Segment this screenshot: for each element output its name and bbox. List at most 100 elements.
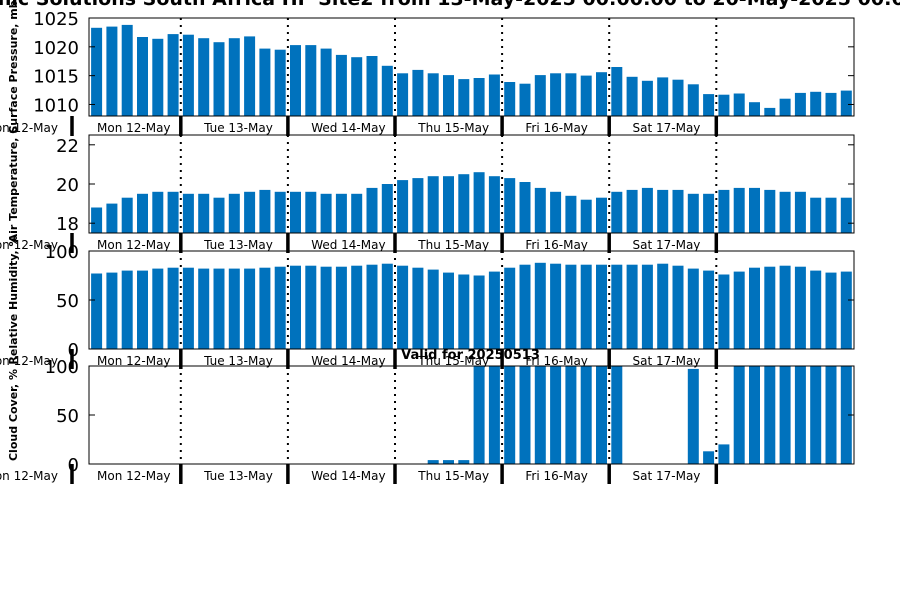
bar bbox=[504, 366, 516, 464]
x-tick-label: Fri 16-May bbox=[525, 121, 588, 135]
bar bbox=[596, 366, 607, 464]
bar bbox=[244, 36, 256, 116]
figure-title: Benthic Solutions South Africa HP Site2 … bbox=[0, 0, 900, 10]
bar bbox=[794, 366, 806, 464]
bar bbox=[274, 191, 286, 233]
y-tick-label: 1025 bbox=[33, 9, 79, 30]
bar bbox=[488, 74, 500, 116]
x-tick-label: Mon 12-May bbox=[0, 238, 58, 252]
bar bbox=[381, 263, 393, 349]
bar bbox=[412, 178, 424, 233]
bar bbox=[534, 262, 546, 349]
bar bbox=[305, 265, 317, 349]
bar bbox=[764, 189, 776, 233]
bar bbox=[565, 73, 577, 116]
bar bbox=[641, 80, 653, 116]
bar bbox=[121, 24, 133, 116]
bar bbox=[672, 265, 684, 349]
bar bbox=[473, 275, 485, 349]
bar bbox=[611, 191, 623, 233]
y-tick-label: 100 bbox=[45, 242, 79, 263]
bar bbox=[749, 366, 760, 464]
y-axis-label: Surface Pressure, mb bbox=[7, 0, 20, 133]
bar bbox=[794, 92, 806, 116]
chart-panel-1: 1010 1015 1020 1025 Mon 12-May Tue 13-May Wed … bbox=[0, 0, 855, 136]
bar bbox=[611, 366, 623, 464]
bar bbox=[473, 78, 485, 116]
bar bbox=[458, 274, 470, 349]
bar bbox=[335, 193, 347, 233]
x-tick-label: Fri 16-May bbox=[525, 469, 588, 483]
bar bbox=[794, 191, 806, 233]
bar bbox=[580, 199, 592, 233]
bar bbox=[244, 191, 256, 233]
chart-panels: 1010 1015 1020 1025 Mon 12-May Tue 13-May Wed … bbox=[0, 0, 855, 484]
panel-title: Valid for 20250513 bbox=[401, 348, 540, 363]
bar bbox=[596, 264, 607, 349]
x-tick-label: Thu 15-May bbox=[417, 238, 489, 252]
bar bbox=[320, 266, 332, 349]
bar bbox=[718, 274, 730, 349]
bar bbox=[703, 193, 715, 233]
bar bbox=[825, 272, 837, 349]
x-tick-label: Mon 12-May bbox=[0, 469, 58, 483]
axes-frame bbox=[88, 17, 855, 117]
bar bbox=[320, 48, 332, 116]
bar bbox=[458, 174, 470, 233]
bar bbox=[657, 77, 669, 116]
bar bbox=[473, 366, 485, 464]
bar bbox=[366, 264, 378, 349]
bar bbox=[137, 270, 148, 349]
x-tick-label: Mon 12-May bbox=[97, 238, 171, 252]
bar bbox=[794, 266, 806, 349]
bar bbox=[504, 82, 516, 116]
y-tick-label: 22 bbox=[56, 136, 79, 157]
bar bbox=[290, 265, 301, 349]
bar bbox=[366, 187, 378, 233]
bar bbox=[412, 267, 424, 349]
bar bbox=[810, 270, 822, 349]
bar bbox=[641, 264, 653, 349]
bar bbox=[611, 264, 623, 349]
y-axis-label: Cloud Cover, % bbox=[7, 369, 20, 461]
bar bbox=[213, 268, 225, 349]
bar bbox=[366, 56, 378, 116]
x-tick-label: Mon 12-May bbox=[0, 121, 58, 135]
bar bbox=[152, 191, 164, 233]
bar bbox=[397, 180, 409, 233]
bar bbox=[198, 268, 210, 349]
x-tick-label: Tue 13-May bbox=[203, 354, 273, 368]
bar bbox=[182, 34, 194, 117]
bar bbox=[749, 267, 760, 349]
x-tick-label: Thu 15-May bbox=[417, 121, 489, 135]
bar bbox=[519, 182, 531, 233]
bar bbox=[259, 48, 271, 116]
bar bbox=[488, 366, 500, 464]
bar bbox=[290, 45, 301, 116]
bar bbox=[626, 76, 638, 116]
bar bbox=[550, 366, 562, 464]
bar bbox=[596, 72, 607, 116]
bar bbox=[641, 187, 653, 233]
bar bbox=[427, 460, 439, 464]
bar bbox=[519, 83, 531, 116]
bar bbox=[427, 269, 439, 349]
x-tick-label: Wed 14-May bbox=[311, 469, 385, 483]
bar bbox=[840, 90, 852, 116]
bar bbox=[733, 187, 745, 233]
bar bbox=[550, 191, 562, 233]
x-tick-label: Fri 16-May bbox=[525, 354, 588, 368]
bar bbox=[657, 189, 669, 233]
bar bbox=[703, 451, 715, 464]
y-axis-label: Air Temperature, C bbox=[7, 126, 20, 243]
y-tick-label: 1020 bbox=[33, 38, 79, 59]
bar bbox=[810, 197, 822, 233]
x-tick-label: Wed 14-May bbox=[311, 238, 385, 252]
bar bbox=[320, 193, 332, 233]
bar bbox=[213, 197, 225, 233]
bar bbox=[443, 176, 454, 233]
bar bbox=[443, 75, 454, 116]
bar bbox=[458, 460, 470, 464]
bar bbox=[137, 193, 148, 233]
